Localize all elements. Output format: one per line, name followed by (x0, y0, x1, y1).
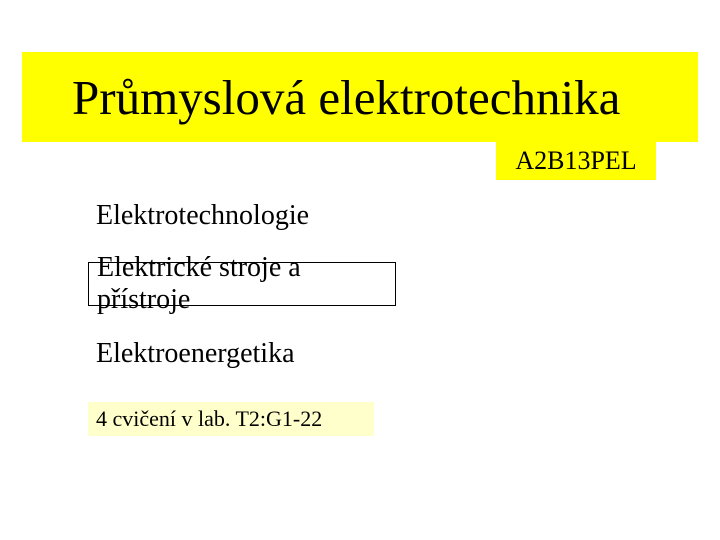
slide-title: Průmyslová elektrotechnika (72, 69, 620, 126)
title-band: Průmyslová elektrotechnika (22, 52, 698, 142)
footnote-lab-sessions: 4 cvičení v lab. T2:G1-22 (88, 402, 374, 436)
footnote-text: 4 cvičení v lab. T2:G1-22 (96, 406, 322, 432)
topic-item-highlighted: Elektrické stroje a přístroje (88, 262, 396, 306)
course-code: A2B13PEL (515, 146, 636, 176)
topic-item: Elektroenergetika (96, 338, 295, 370)
topic-item: Elektrotechnologie (96, 200, 309, 232)
course-code-badge: A2B13PEL (496, 142, 656, 180)
